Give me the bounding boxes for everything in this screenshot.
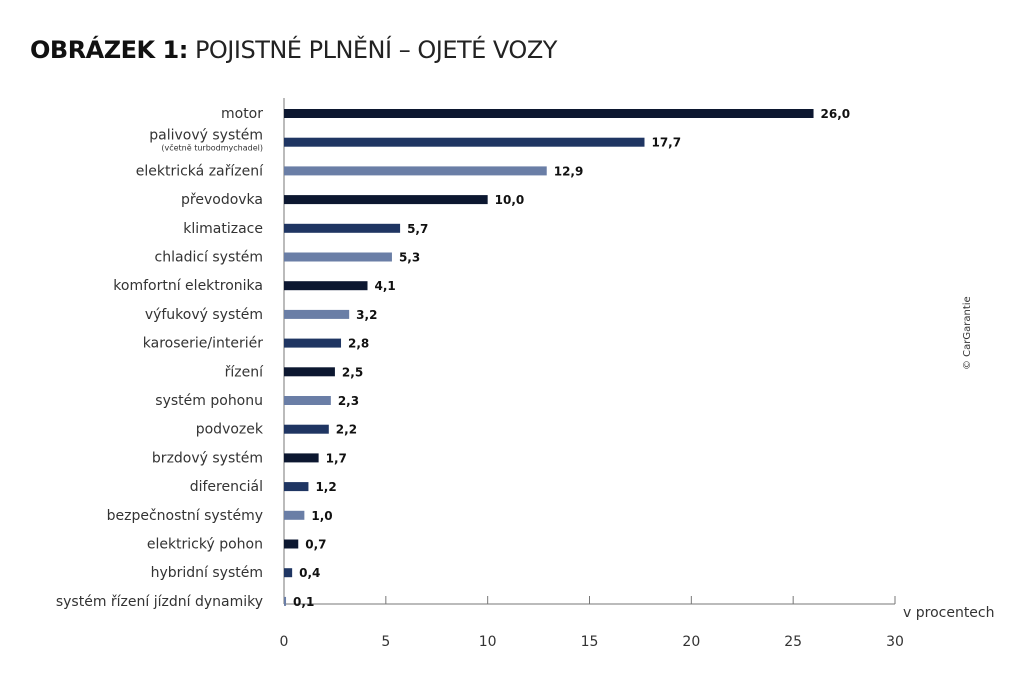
- value-label: 1,7: [326, 451, 347, 465]
- bar: [284, 596, 287, 606]
- title-text: POJISTNÉ PLNĚNÍ – OJETÉ VOZY: [194, 36, 557, 64]
- title-prefix: OBRÁZEK 1:: [30, 36, 188, 64]
- category-label: chladicí systém: [155, 250, 263, 266]
- bar: [284, 338, 342, 348]
- bar: [284, 223, 401, 233]
- value-label: 26,0: [821, 107, 851, 121]
- credit-text: © CarGarantie: [962, 296, 973, 370]
- bar: [284, 166, 547, 176]
- bar: [284, 424, 329, 434]
- value-label: 2,8: [348, 337, 369, 351]
- category-label: motor: [221, 106, 263, 122]
- category-label: podvozek: [196, 422, 264, 438]
- value-label: 2,3: [338, 394, 359, 408]
- bar: [284, 367, 335, 377]
- category-label: komfortní elektronika: [113, 278, 263, 294]
- bar: [284, 482, 309, 492]
- category-label: hybridní systém: [151, 565, 263, 581]
- value-label: 0,4: [299, 566, 320, 580]
- category-label: řízení: [225, 364, 264, 380]
- category-label: palivový systém: [149, 128, 263, 144]
- value-label: 3,2: [356, 308, 377, 322]
- x-tick-label: 30: [886, 634, 904, 650]
- bar: [284, 252, 392, 262]
- value-label: 2,5: [342, 365, 363, 379]
- value-label: 5,7: [407, 222, 428, 236]
- bar: [284, 195, 488, 205]
- category-label: systém pohonu: [155, 393, 263, 409]
- category-label: klimatizace: [183, 221, 263, 237]
- x-tick-label: 20: [682, 634, 700, 650]
- value-label: 0,1: [293, 595, 314, 609]
- category-label: karoserie/interiér: [143, 336, 263, 352]
- x-tick-label: 15: [581, 634, 599, 650]
- value-label: 1,0: [311, 509, 332, 523]
- category-label: systém řízení jízdní dynamiky: [56, 594, 263, 610]
- category-label: bezpečnostní systémy: [107, 508, 263, 524]
- x-tick-label: 5: [381, 634, 390, 650]
- bar: [284, 396, 331, 405]
- value-label: 10,0: [495, 193, 525, 207]
- value-label: 0,7: [305, 538, 326, 552]
- category-label: výfukový systém: [145, 307, 263, 323]
- value-label: 4,1: [375, 279, 396, 293]
- value-label: 12,9: [554, 164, 584, 178]
- category-label: diferenciál: [190, 479, 263, 495]
- bar: [284, 510, 305, 520]
- value-label: 17,7: [651, 136, 681, 150]
- x-axis-label: v procentech: [903, 605, 995, 621]
- category-label: elektrický pohon: [147, 537, 263, 553]
- category-label: elektrická zařízení: [136, 163, 264, 179]
- x-tick-label: 10: [479, 634, 497, 650]
- x-tick-label: 25: [784, 634, 802, 650]
- x-tick-label: 0: [280, 634, 289, 650]
- bar: [284, 453, 319, 463]
- bar: [284, 137, 645, 147]
- chart-title: OBRÁZEK 1: POJISTNÉ PLNĚNÍ – OJETÉ VOZY: [30, 36, 557, 64]
- bar: [284, 109, 814, 118]
- bar: [284, 539, 299, 549]
- bar: [284, 309, 350, 319]
- category-label: převodovka: [181, 192, 263, 208]
- bar: [284, 281, 368, 291]
- value-label: 1,2: [315, 480, 336, 494]
- bar: [284, 568, 293, 578]
- value-label: 2,2: [336, 423, 357, 437]
- category-label: brzdový systém: [152, 450, 263, 466]
- value-label: 5,3: [399, 251, 420, 265]
- category-sublabel: (včetně turbodmychadel): [161, 143, 263, 153]
